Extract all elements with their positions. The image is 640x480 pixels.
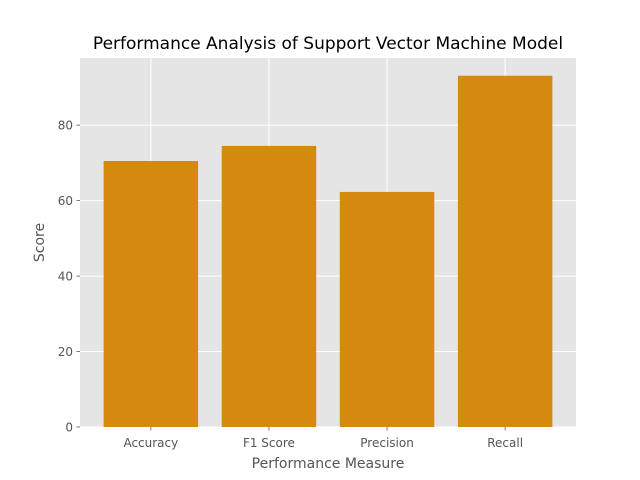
tick-layer: 0 20 40 60 80 Accuracy F1 Score Precision Recall: [58, 119, 523, 450]
bar-recall: [457, 75, 553, 428]
bar-precision: [339, 191, 435, 427]
y-tick-label: 60: [58, 194, 73, 208]
bar-f1-score: [221, 145, 317, 427]
chart-title: Performance Analysis of Support Vector M…: [93, 34, 563, 54]
y-tick-label: 0: [65, 421, 73, 435]
y-tick-label: 40: [58, 270, 73, 284]
x-axis-title: Performance Measure: [252, 456, 405, 472]
bar-layer: [103, 75, 553, 428]
y-tick-label: 20: [58, 345, 73, 359]
x-tick-label: Precision: [360, 436, 414, 450]
x-tick-label: F1 Score: [243, 436, 295, 450]
y-tick-label: 80: [58, 119, 73, 133]
bar-accuracy: [103, 161, 199, 428]
x-tick-label: Accuracy: [123, 436, 178, 450]
x-tick-label: Recall: [487, 436, 523, 450]
y-axis-title: Score: [32, 223, 48, 262]
